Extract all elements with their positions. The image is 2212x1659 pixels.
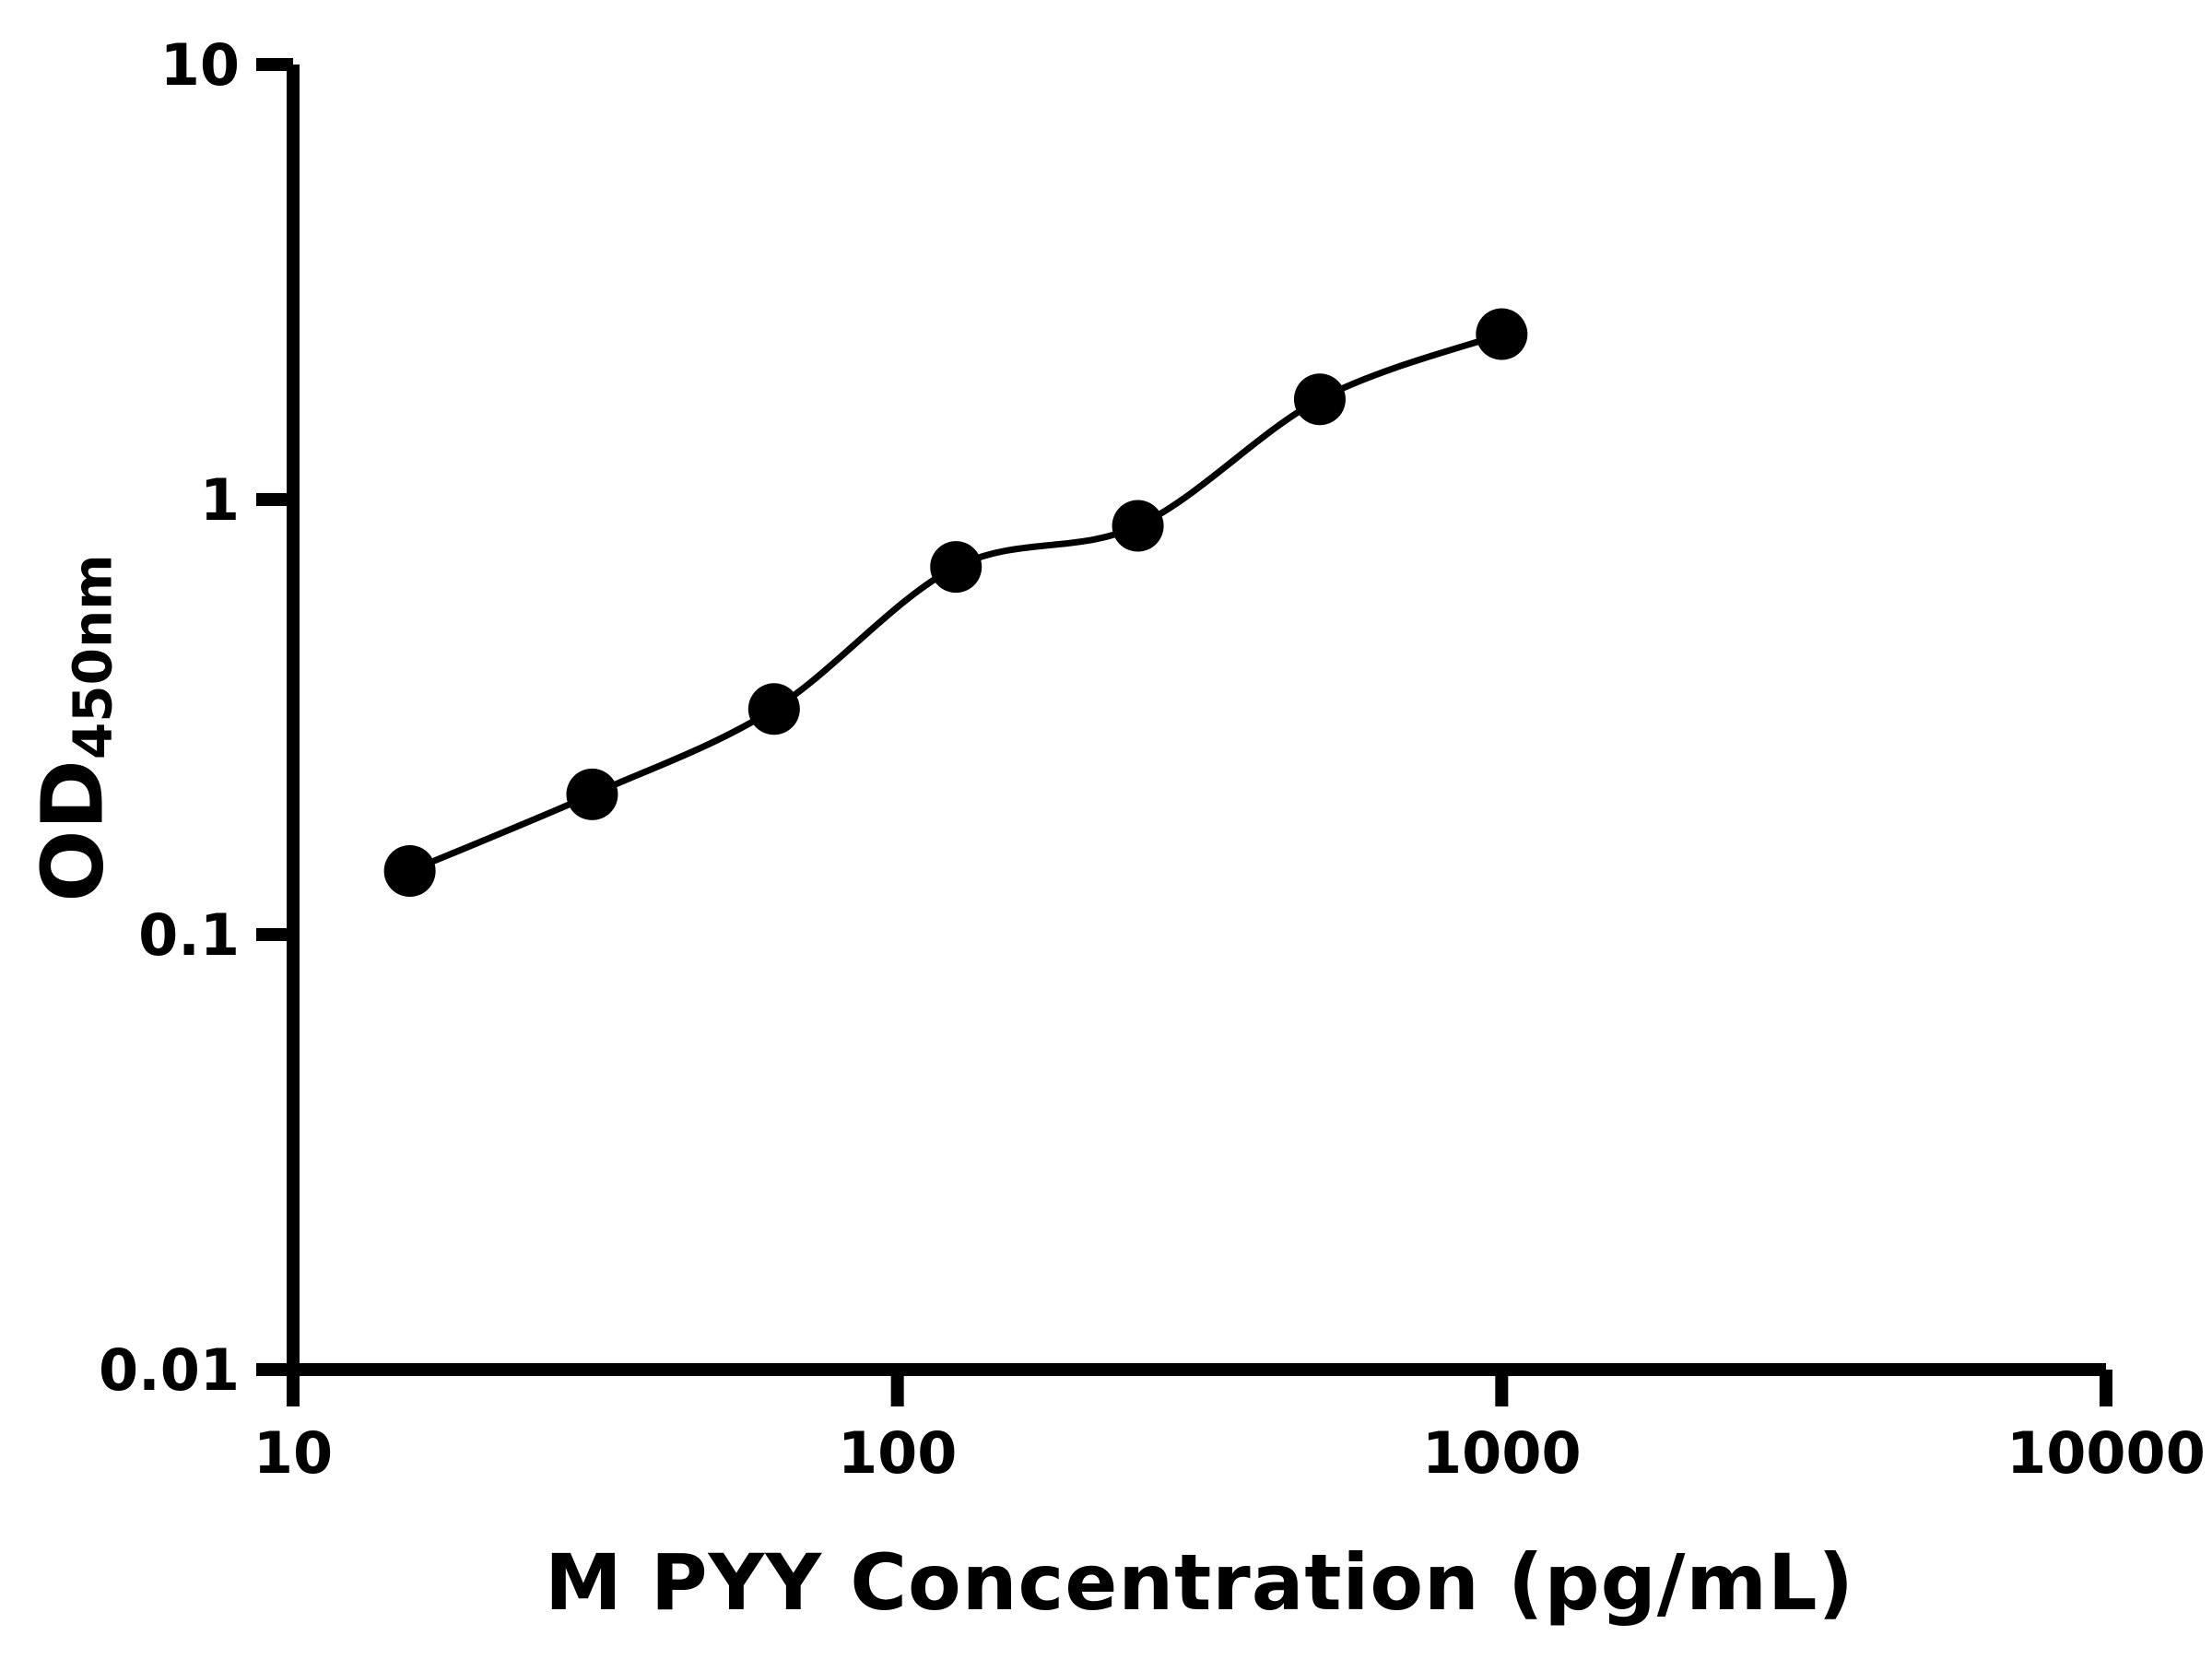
y-tick-label: 0.1 xyxy=(138,901,240,969)
x-axis-label: M PYY Concentration (pg/mL) xyxy=(545,1537,1854,1628)
x-tick-label: 10 xyxy=(253,1419,333,1487)
axes-spine xyxy=(287,65,2106,1376)
y-axis-label-subscript: 450nm xyxy=(61,554,124,760)
x-tick-label: 10000 xyxy=(2006,1419,2206,1487)
data-point xyxy=(930,541,982,594)
data-point xyxy=(1112,500,1164,552)
data-point xyxy=(747,683,800,735)
x-tick-label: 100 xyxy=(838,1419,957,1487)
data-point xyxy=(383,845,436,898)
y-tick-label: 10 xyxy=(160,31,240,99)
y-tick-label: 0.01 xyxy=(99,1336,240,1404)
y-tick-label: 1 xyxy=(200,466,240,534)
data-point xyxy=(1476,308,1528,360)
y-axis-label: OD450nm xyxy=(23,554,124,901)
data-point xyxy=(1293,373,1346,426)
x-tick-label: 1000 xyxy=(1422,1419,1582,1487)
y-axis-label-main: OD xyxy=(23,759,123,902)
data-point xyxy=(566,768,618,820)
